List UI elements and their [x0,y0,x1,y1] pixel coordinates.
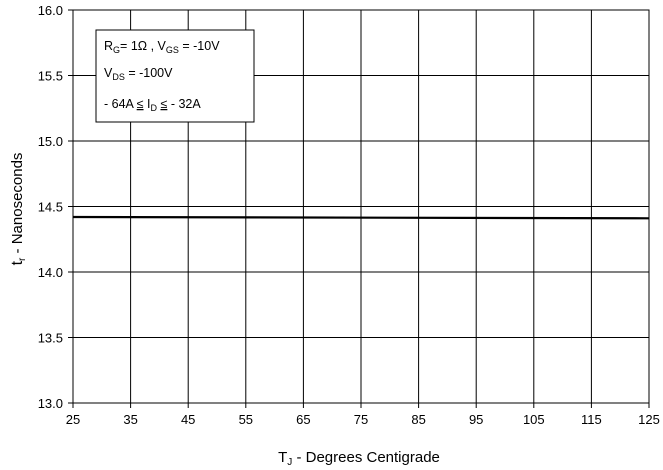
x-tick-label: 85 [411,412,425,427]
x-tick-label: 45 [181,412,195,427]
y-tick-labels: 13.0 13.5 14.0 14.5 15.0 15.5 16.0 [38,3,63,411]
series-lines [72,215,650,220]
y-tick-label: 15.0 [38,134,63,149]
y-tick-label: 14.5 [38,200,63,215]
x-tick-label: 55 [239,412,253,427]
conditions-line-2: VDS = -100V [104,66,173,82]
x-tick-label: 115 [581,412,602,427]
y-tick-label: 13.0 [38,396,63,411]
conditions-line-1: RG= 1Ω , VGS = -10V [104,39,220,55]
y-tick-label: 15.5 [38,69,63,84]
conditions-box: RG= 1Ω , VGS = -10V VDS = -100V - 64A ≤ … [95,29,255,123]
x-tick-label: 105 [523,412,545,427]
x-tick-label: 125 [638,412,660,427]
x-tick-label: 35 [123,412,137,427]
y-axis-title: tr - Nanoseconds [9,153,28,266]
conditions-line-3: - 64A ≤ ID ≤ - 32A [104,97,201,113]
conditions-box-frame [95,29,255,123]
x-tick-labels: 25 35 45 55 65 75 85 95 105 115 125 [66,412,660,427]
y-tick-label: 16.0 [38,3,63,18]
y-tick-label: 14.0 [38,265,63,280]
x-tick-label: 95 [469,412,483,427]
x-tick-label: 25 [66,412,80,427]
x-axis-title: TJ - Degrees Centigrade [278,449,440,468]
y-tick-label: 13.5 [38,331,63,346]
series-line [72,215,650,220]
x-tick-label: 75 [354,412,368,427]
x-tick-label: 65 [296,412,310,427]
plot-frame [72,9,650,404]
